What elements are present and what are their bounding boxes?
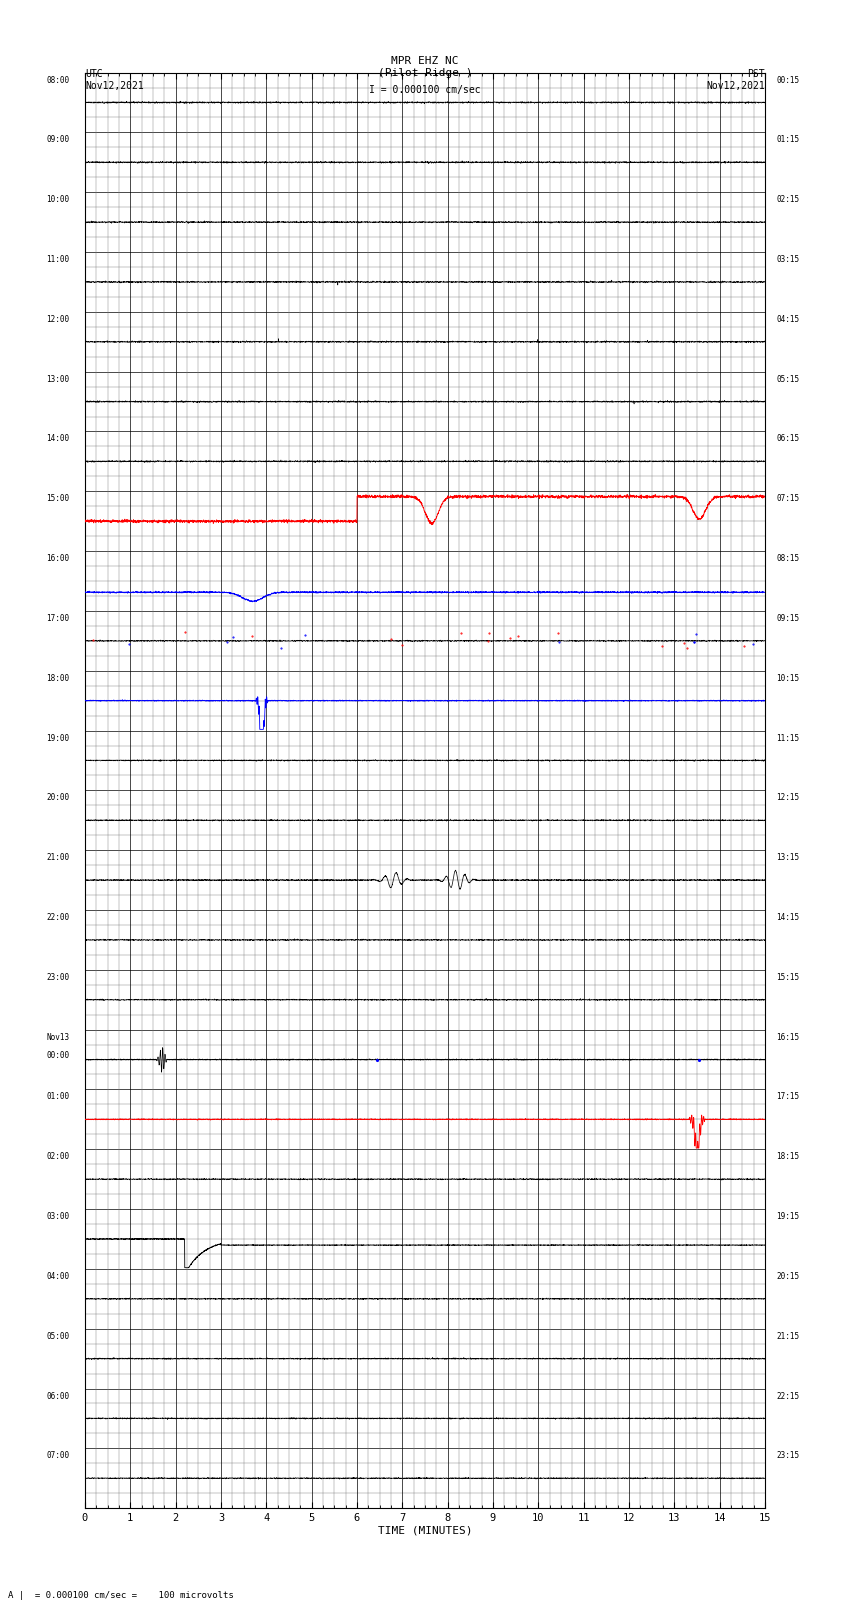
Text: 03:15: 03:15 bbox=[776, 255, 800, 265]
Text: 14:15: 14:15 bbox=[776, 913, 800, 923]
Text: 02:00: 02:00 bbox=[46, 1152, 69, 1161]
Text: 04:15: 04:15 bbox=[776, 315, 800, 324]
Text: 05:00: 05:00 bbox=[46, 1332, 69, 1340]
Text: 23:15: 23:15 bbox=[776, 1452, 800, 1460]
Text: 11:15: 11:15 bbox=[776, 734, 800, 742]
Text: 19:00: 19:00 bbox=[46, 734, 69, 742]
Text: UTC
Nov12,2021: UTC Nov12,2021 bbox=[85, 69, 144, 90]
Text: 12:15: 12:15 bbox=[776, 794, 800, 802]
Text: 01:15: 01:15 bbox=[776, 135, 800, 145]
Text: 09:00: 09:00 bbox=[46, 135, 69, 145]
Text: PST
Nov12,2021: PST Nov12,2021 bbox=[706, 69, 765, 90]
Text: 16:00: 16:00 bbox=[46, 555, 69, 563]
Text: Nov13: Nov13 bbox=[46, 1032, 69, 1042]
Text: 00:15: 00:15 bbox=[776, 76, 800, 84]
Text: 23:00: 23:00 bbox=[46, 973, 69, 982]
Text: 16:15: 16:15 bbox=[776, 1032, 800, 1042]
Text: 02:15: 02:15 bbox=[776, 195, 800, 205]
Text: 22:00: 22:00 bbox=[46, 913, 69, 923]
Text: 21:00: 21:00 bbox=[46, 853, 69, 863]
Text: 00:00: 00:00 bbox=[46, 1050, 69, 1060]
Text: 18:15: 18:15 bbox=[776, 1152, 800, 1161]
Text: 01:00: 01:00 bbox=[46, 1092, 69, 1102]
Text: 17:00: 17:00 bbox=[46, 615, 69, 623]
Text: I = 0.000100 cm/sec: I = 0.000100 cm/sec bbox=[369, 85, 481, 95]
Text: 07:15: 07:15 bbox=[776, 494, 800, 503]
Text: 13:15: 13:15 bbox=[776, 853, 800, 863]
Text: 18:00: 18:00 bbox=[46, 674, 69, 682]
X-axis label: TIME (MINUTES): TIME (MINUTES) bbox=[377, 1526, 473, 1536]
Text: 12:00: 12:00 bbox=[46, 315, 69, 324]
Text: 11:00: 11:00 bbox=[46, 255, 69, 265]
Text: 10:15: 10:15 bbox=[776, 674, 800, 682]
Text: 06:00: 06:00 bbox=[46, 1392, 69, 1400]
Text: 13:00: 13:00 bbox=[46, 374, 69, 384]
Text: 08:15: 08:15 bbox=[776, 555, 800, 563]
Text: 22:15: 22:15 bbox=[776, 1392, 800, 1400]
Text: MPR EHZ NC
(Pilot Ridge ): MPR EHZ NC (Pilot Ridge ) bbox=[377, 56, 473, 77]
Text: 04:00: 04:00 bbox=[46, 1273, 69, 1281]
Text: 07:00: 07:00 bbox=[46, 1452, 69, 1460]
Text: 06:15: 06:15 bbox=[776, 434, 800, 444]
Text: 14:00: 14:00 bbox=[46, 434, 69, 444]
Text: 15:00: 15:00 bbox=[46, 494, 69, 503]
Text: 20:15: 20:15 bbox=[776, 1273, 800, 1281]
Text: 17:15: 17:15 bbox=[776, 1092, 800, 1102]
Text: 08:00: 08:00 bbox=[46, 76, 69, 84]
Text: 09:15: 09:15 bbox=[776, 615, 800, 623]
Text: 20:00: 20:00 bbox=[46, 794, 69, 802]
Text: 15:15: 15:15 bbox=[776, 973, 800, 982]
Text: 19:15: 19:15 bbox=[776, 1211, 800, 1221]
Text: 03:00: 03:00 bbox=[46, 1211, 69, 1221]
Text: 21:15: 21:15 bbox=[776, 1332, 800, 1340]
Text: 05:15: 05:15 bbox=[776, 374, 800, 384]
Text: 10:00: 10:00 bbox=[46, 195, 69, 205]
Text: A |  = 0.000100 cm/sec =    100 microvolts: A | = 0.000100 cm/sec = 100 microvolts bbox=[8, 1590, 235, 1600]
